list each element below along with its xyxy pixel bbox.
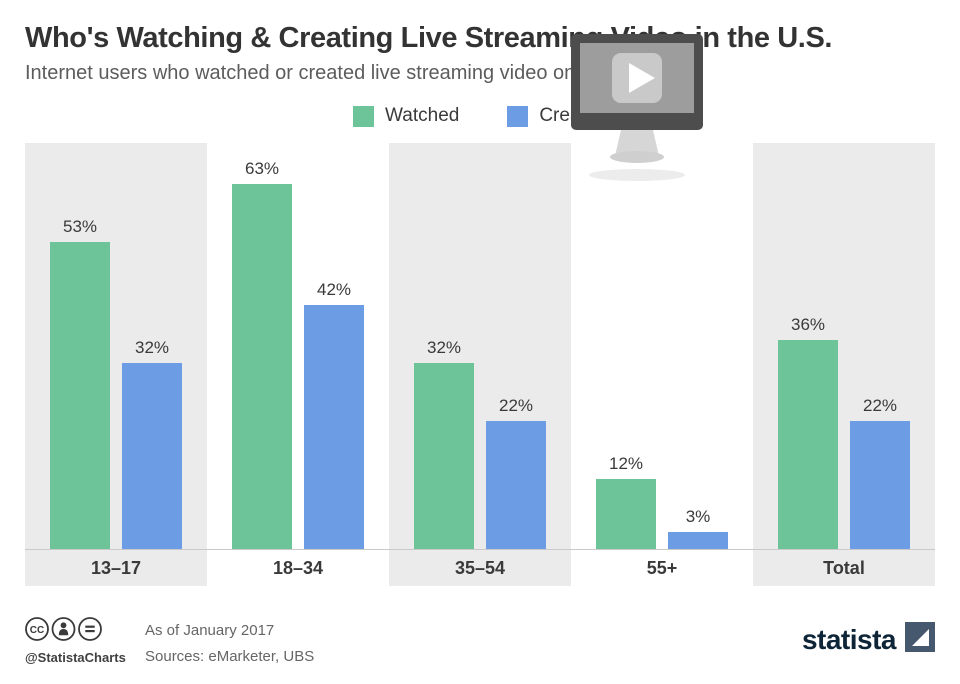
bar-group: 32% — [122, 338, 182, 549]
bar-group: 36% — [778, 315, 838, 549]
bar-group: 3% — [668, 507, 728, 549]
bar-value-label: 32% — [134, 338, 170, 357]
bar-value-label: 3% — [685, 507, 711, 526]
category-column: 32% 22% 35–54 — [389, 143, 571, 586]
category-column: 63% 42% 18–34 — [207, 143, 389, 586]
category-label: 13–17 — [90, 557, 142, 578]
bar-group: 53% — [50, 217, 110, 549]
created-bar — [486, 421, 546, 549]
watched-bar — [232, 184, 292, 549]
bar-value-label: 32% — [426, 338, 462, 357]
bar-group: 32% — [414, 338, 474, 549]
as-of-note: As of January 2017 — [145, 622, 275, 639]
cc-license-icons[interactable]: CC — [25, 617, 105, 646]
category-label: 18–34 — [272, 557, 324, 578]
created-bar — [850, 421, 910, 549]
category-label: 55+ — [646, 557, 678, 578]
watched-bar — [50, 242, 110, 549]
bar-value-label: 36% — [790, 315, 826, 334]
category-label: 35–54 — [454, 557, 506, 578]
category-column: 36% 22% Total — [753, 143, 935, 586]
statista-logo-text: statista — [801, 623, 897, 655]
legend-label-watched: Watched — [385, 105, 460, 126]
bar-chart: 53% 32% 13–17 63% 42% 18–34 32% 22% 35–54 12% 3% 55… — [25, 143, 935, 586]
created-bar — [668, 532, 728, 549]
bar-group: 22% — [486, 396, 546, 549]
monitor-play-icon — [571, 34, 703, 189]
footer: CC @StatistaCharts As of January 2017 So… — [25, 616, 935, 671]
bar-value-label: 42% — [316, 280, 352, 299]
bar-value-label: 53% — [62, 217, 98, 236]
watched-bar — [596, 479, 656, 549]
legend-swatch-created — [507, 105, 529, 127]
footnotes: As of January 2017 Sources: eMarketer, U… — [145, 616, 314, 671]
legend-swatch-watched — [353, 105, 375, 127]
category-column: 12% 3% 55+ — [571, 143, 753, 586]
svg-text:CC: CC — [30, 625, 44, 636]
bar-value-label: 22% — [498, 396, 534, 415]
bar-group: 63% — [232, 159, 292, 549]
legend: Watched Created — [25, 105, 935, 127]
legend-item-watched: Watched — [353, 105, 459, 127]
page-title: Who's Watching & Creating Live Streaming… — [25, 22, 833, 54]
bar-value-label: 12% — [608, 454, 644, 473]
category-label: Total — [823, 557, 865, 578]
bar-group: 12% — [596, 454, 656, 549]
statista-logo-mark — [905, 622, 935, 657]
bar-value-label: 22% — [862, 396, 898, 415]
bar-value-label: 63% — [244, 159, 280, 178]
watched-bar — [414, 363, 474, 549]
created-bar — [122, 363, 182, 549]
bar-group: 22% — [850, 396, 910, 549]
bar-group: 42% — [304, 280, 364, 549]
license-block: CC @StatistaCharts — [25, 616, 145, 665]
category-column: 53% 32% 13–17 — [25, 143, 207, 586]
watched-bar — [778, 340, 838, 549]
statista-logo[interactable]: statista — [802, 616, 935, 657]
statista-charts-handle[interactable]: @StatistaCharts — [25, 650, 126, 665]
sources-note: Sources: eMarketer, UBS — [145, 648, 315, 666]
page-subtitle: Internet users who watched or created li… — [25, 62, 693, 84]
created-bar — [304, 305, 364, 549]
